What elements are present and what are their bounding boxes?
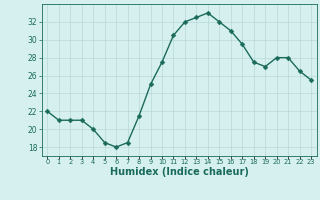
X-axis label: Humidex (Indice chaleur): Humidex (Indice chaleur) [110, 167, 249, 177]
